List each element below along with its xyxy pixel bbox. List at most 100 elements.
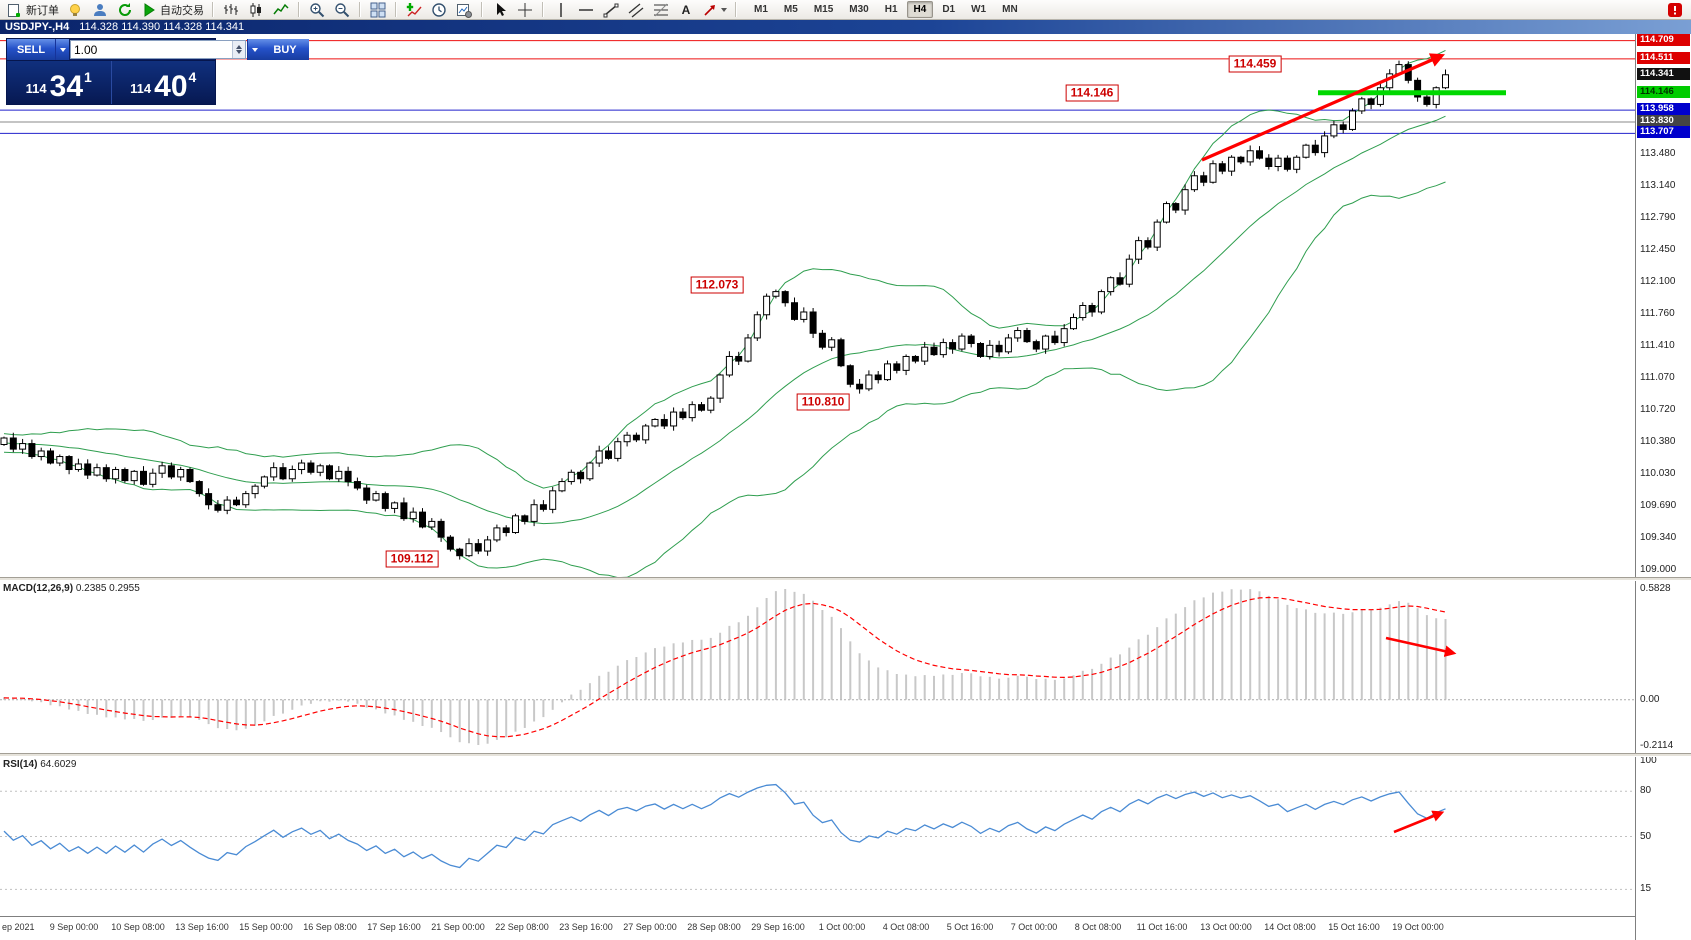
volume-up-button[interactable] xyxy=(233,41,245,50)
timeframe-W1[interactable]: W1 xyxy=(971,4,987,15)
volume-spinner xyxy=(232,41,245,58)
line-chart-button[interactable] xyxy=(269,0,293,20)
timeframe-H4[interactable]: H4 xyxy=(906,1,934,18)
toolbar-separator xyxy=(212,2,214,17)
price-scale-label: 109.000 xyxy=(1640,563,1677,575)
vertical-line-button[interactable] xyxy=(549,0,573,20)
macd-panel-canvas[interactable] xyxy=(0,581,1635,753)
volume-down-button[interactable] xyxy=(233,49,245,58)
buy-price-point: 4 xyxy=(188,69,197,85)
zoom-out-icon xyxy=(335,2,350,17)
bar-chart-button[interactable] xyxy=(219,0,243,20)
rsi-indicator-label: RSI(14) 64.6029 xyxy=(3,759,76,770)
timeframe-M5[interactable]: M5 xyxy=(783,4,798,15)
profile-button[interactable] xyxy=(88,0,112,20)
pane-divider[interactable] xyxy=(0,577,1691,581)
chevron-down-icon xyxy=(721,7,727,15)
symbol-period-label: USDJPY-,H4 xyxy=(5,21,70,33)
chevron-down-icon xyxy=(59,47,66,55)
periods-button[interactable] xyxy=(427,0,451,20)
time-label: 23 Sep 16:00 xyxy=(559,922,613,932)
sell-price[interactable]: 114 34 1 xyxy=(7,61,111,104)
toolbar-separator xyxy=(481,2,483,17)
rsi-panel-canvas[interactable] xyxy=(0,757,1635,916)
buy-price[interactable]: 114 40 4 xyxy=(110,61,216,104)
buy-button[interactable]: BUY xyxy=(261,39,309,60)
price-axis-tag: 114.341 xyxy=(1637,67,1690,80)
channel-button[interactable] xyxy=(624,0,648,20)
time-label: 21 Sep 00:00 xyxy=(431,922,485,932)
candlestick-chart-button[interactable] xyxy=(244,0,268,20)
volume-input[interactable] xyxy=(71,41,232,58)
tile-windows-button[interactable] xyxy=(366,0,390,20)
time-label: 5 Oct 16:00 xyxy=(946,922,994,932)
buy-price-base: 114 xyxy=(130,81,152,96)
timeframe-M30[interactable]: M30 xyxy=(849,4,869,15)
text-button[interactable]: A xyxy=(674,0,698,20)
autotrading-button[interactable]: 自动交易 xyxy=(138,0,207,20)
time-label: 10 Sep 08:00 xyxy=(111,922,165,932)
price-axis-tag: 114.511 xyxy=(1637,51,1690,64)
timeframe-H1[interactable]: H1 xyxy=(884,4,898,15)
timeframe-MN[interactable]: MN xyxy=(1002,4,1018,15)
refresh-icon xyxy=(119,2,132,16)
zoom-in-button[interactable] xyxy=(305,0,329,20)
main-chart-canvas[interactable] xyxy=(0,34,1635,577)
refresh-button[interactable] xyxy=(113,0,137,20)
crosshair-button[interactable] xyxy=(513,0,537,20)
time-axis[interactable]: ep 2021 9 Sep 00:00 10 Sep 08:00 13 Sep 16:… xyxy=(0,916,1635,940)
price-callout: 114.459 xyxy=(1228,55,1282,73)
time-label: 13 Sep 16:00 xyxy=(175,922,229,932)
time-label: 7 Oct 00:00 xyxy=(1010,922,1058,932)
indicators-icon xyxy=(406,2,422,16)
sell-button[interactable]: SELL xyxy=(7,39,55,60)
notification-button[interactable] xyxy=(1663,0,1687,20)
new-order-button[interactable]: 新订单 xyxy=(4,0,62,20)
rsi-axis-label: 100 xyxy=(1640,755,1657,766)
toolbar-separator xyxy=(542,2,544,17)
price-scale-label: 111.070 xyxy=(1640,371,1675,383)
horizontal-line-button[interactable] xyxy=(574,0,598,20)
time-label: 1 Oct 00:00 xyxy=(818,922,866,932)
trendline-button[interactable] xyxy=(599,0,623,20)
macd-axis-label: 0.00 xyxy=(1640,693,1660,705)
templates-button[interactable] xyxy=(452,0,476,20)
timeframe-M1[interactable]: M1 xyxy=(754,4,768,15)
fibonacci-button[interactable] xyxy=(649,0,673,20)
rsi-axis-label: 80 xyxy=(1640,785,1652,797)
price-axis-tag: 113.707 xyxy=(1637,126,1690,139)
time-label: ep 2021 xyxy=(2,922,35,932)
macd-name: MACD(12,26,9) xyxy=(3,583,74,594)
time-label: 22 Sep 08:00 xyxy=(495,922,549,932)
time-label: 27 Sep 00:00 xyxy=(623,922,677,932)
price-axis[interactable]: 113.480 113.140 112.790 112.450 112.100 111.7… xyxy=(1635,34,1691,940)
price-axis-tag: 113.830 xyxy=(1637,115,1690,128)
cursor-button[interactable] xyxy=(488,0,512,20)
autotrading-label: 自动交易 xyxy=(160,4,204,17)
arrows-button[interactable] xyxy=(699,0,730,20)
time-label: 13 Oct 00:00 xyxy=(1200,922,1252,932)
bar-chart-icon xyxy=(224,3,238,15)
price-scale-label: 110.720 xyxy=(1640,404,1676,416)
buy-options-dropdown[interactable] xyxy=(247,39,261,60)
text-tool-glyph: A xyxy=(682,3,691,17)
timeframe-D1[interactable]: D1 xyxy=(942,4,956,15)
price-axis-tag: 114.709 xyxy=(1637,34,1690,46)
clock-icon xyxy=(432,2,446,17)
price-scale-label: 112.450 xyxy=(1640,243,1676,255)
indicators-button[interactable] xyxy=(402,0,426,20)
one-click-prices: 114 34 1 114 40 4 xyxy=(6,61,216,105)
price-scale-label: 109.690 xyxy=(1640,499,1677,511)
macd-values: 0.2385 0.2955 xyxy=(75,583,140,594)
price-scale-label: 110.030 xyxy=(1640,468,1676,480)
zoom-out-button[interactable] xyxy=(330,0,354,20)
sell-price-base: 114 xyxy=(25,81,47,96)
candlestick-chart-icon xyxy=(250,2,261,17)
autotrading-icon xyxy=(144,2,155,17)
sell-options-dropdown[interactable] xyxy=(55,39,69,60)
lightbulb-button[interactable] xyxy=(63,0,87,20)
pane-divider[interactable] xyxy=(0,753,1691,757)
sell-price-pips: 34 xyxy=(49,70,84,103)
price-scale-label: 112.100 xyxy=(1640,276,1676,288)
timeframe-M15[interactable]: M15 xyxy=(813,4,834,15)
